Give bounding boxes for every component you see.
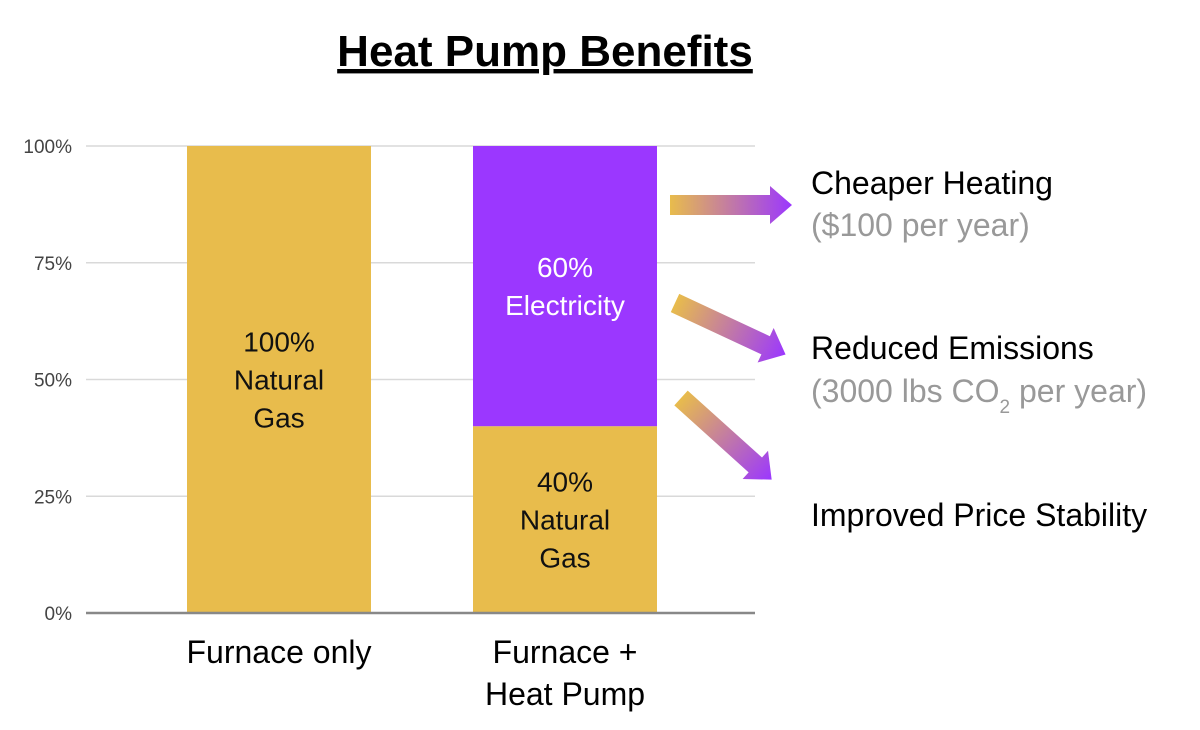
axes: 0% 25% 50% 75% 100% Furnace only Furnace + Heat… bbox=[23, 137, 755, 712]
benefit-arrows bbox=[670, 186, 792, 480]
x-tick-label-line: Heat Pump bbox=[485, 676, 645, 712]
data-label-line: 100% bbox=[243, 327, 315, 358]
benefit-title-reduced-emissions: Reduced Emissions bbox=[811, 330, 1094, 366]
benefit-title-cheaper-heating: Cheaper Heating bbox=[811, 165, 1053, 201]
x-tick-label: Furnace only bbox=[187, 634, 372, 670]
x-tick-label-line: Furnace only bbox=[187, 634, 372, 670]
emissions-subscript: 2 bbox=[1000, 397, 1011, 418]
arrow-icon bbox=[670, 186, 792, 224]
benefit-detail-savings: ($100 per year) bbox=[811, 207, 1030, 243]
data-label-line: Gas bbox=[253, 403, 304, 434]
benefits-list: Cheaper Heating ($100 per year) Reduced … bbox=[811, 165, 1147, 533]
data-label-line: Natural bbox=[234, 365, 324, 396]
benefit-detail-emissions: (3000 lbs CO2 per year) bbox=[811, 373, 1147, 418]
y-tick-label: 75% bbox=[34, 254, 72, 275]
x-tick-label: Furnace + Heat Pump bbox=[485, 634, 645, 712]
arrow-icon bbox=[674, 390, 772, 480]
bars: 100% Natural Gas 40% Natural Gas 60% Electricit… bbox=[187, 146, 657, 613]
data-label-line: Natural bbox=[520, 505, 610, 536]
benefit-title-price-stability: Improved Price Stability bbox=[811, 497, 1147, 533]
data-label-line: Electricity bbox=[505, 290, 625, 321]
x-tick-label-line: Furnace + bbox=[493, 634, 638, 670]
data-label: 40% Natural Gas bbox=[520, 467, 610, 574]
bar-segment bbox=[473, 146, 657, 427]
arrow-icon bbox=[670, 293, 786, 363]
data-label-line: 60% bbox=[537, 252, 593, 283]
data-label: 60% Electricity bbox=[505, 252, 625, 321]
emissions-text-pre: (3000 lbs CO bbox=[811, 373, 1000, 409]
data-label: 100% Natural Gas bbox=[234, 327, 324, 434]
y-tick-label: 0% bbox=[45, 604, 73, 625]
y-tick-label: 25% bbox=[34, 487, 72, 508]
chart-title: Heat Pump Benefits bbox=[337, 27, 753, 76]
data-label-line: Gas bbox=[539, 543, 590, 574]
data-label-line: 40% bbox=[537, 467, 593, 498]
bar-segment bbox=[473, 426, 657, 613]
y-tick-label: 50% bbox=[34, 371, 72, 392]
emissions-text-post: per year) bbox=[1010, 373, 1147, 409]
y-tick-label: 100% bbox=[23, 137, 72, 158]
bar-segment bbox=[187, 146, 371, 613]
